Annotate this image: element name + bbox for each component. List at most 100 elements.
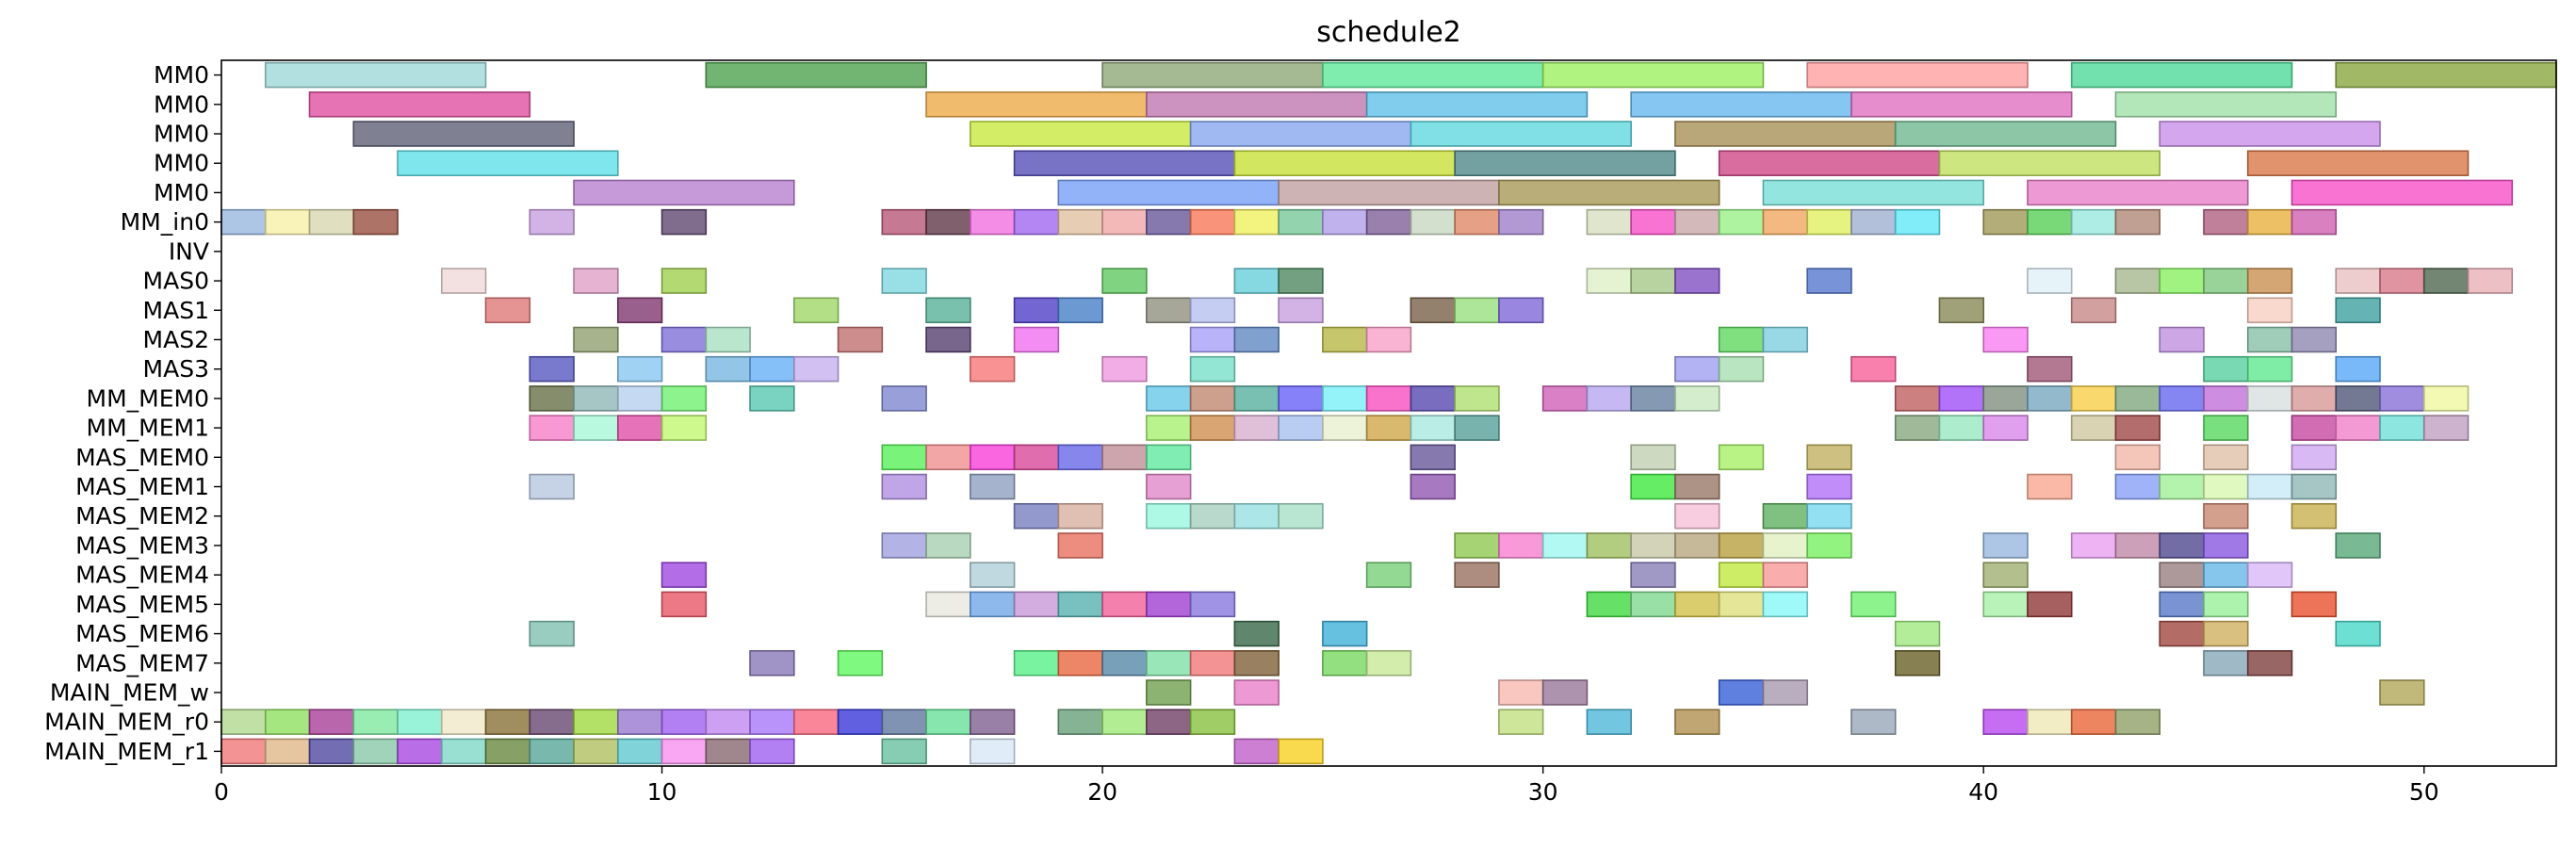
task-bar bbox=[2246, 268, 2293, 294]
task-bar bbox=[484, 738, 531, 765]
task-bar bbox=[2070, 532, 2117, 559]
task-bar bbox=[1938, 297, 1984, 324]
task-bar bbox=[1146, 208, 1192, 236]
task-bar bbox=[749, 709, 795, 735]
task-bar bbox=[2291, 502, 2338, 530]
task-bar bbox=[881, 532, 927, 559]
task-bar bbox=[2246, 473, 2293, 500]
task-bar bbox=[2379, 385, 2425, 412]
task-bar bbox=[970, 562, 1016, 588]
y-tick-label: MM0 bbox=[154, 61, 209, 89]
task-bar bbox=[1365, 650, 1412, 677]
task-bar bbox=[529, 620, 575, 647]
task-bar bbox=[1057, 502, 1103, 530]
task-bar bbox=[2114, 268, 2161, 294]
task-bar bbox=[1674, 121, 1897, 147]
task-bar bbox=[1718, 562, 1765, 588]
task-bar bbox=[2203, 473, 2249, 500]
task-bar bbox=[1718, 208, 1765, 236]
task-bar bbox=[616, 415, 663, 441]
x-tick-label: 40 bbox=[1968, 778, 1998, 806]
task-bar bbox=[705, 326, 751, 353]
task-bar bbox=[1850, 709, 1897, 735]
task-bar bbox=[837, 709, 884, 735]
y-tick-label: MM0 bbox=[154, 150, 209, 177]
task-bar bbox=[1762, 679, 1808, 706]
task-bar bbox=[2159, 385, 2205, 412]
task-bar bbox=[616, 297, 663, 324]
y-tick-label: MAS_MEM1 bbox=[75, 473, 209, 500]
task-bar bbox=[1454, 385, 1500, 412]
task-bar bbox=[1410, 415, 1456, 441]
task-bar bbox=[2203, 268, 2249, 294]
task-bar bbox=[1146, 473, 1192, 500]
task-bar bbox=[1806, 208, 1852, 236]
task-bar bbox=[440, 738, 487, 765]
task-bar bbox=[1233, 650, 1280, 677]
task-bar bbox=[1498, 532, 1544, 559]
task-bar bbox=[1189, 297, 1236, 324]
task-bar bbox=[1189, 415, 1236, 441]
task-bar bbox=[1586, 208, 1632, 236]
task-bar bbox=[2203, 532, 2249, 559]
task-bar bbox=[1630, 562, 1676, 588]
task-bar bbox=[970, 355, 1016, 383]
task-bar bbox=[220, 208, 267, 236]
task-bar bbox=[1982, 385, 2029, 412]
task-bar bbox=[660, 326, 708, 353]
task-bar bbox=[2114, 385, 2161, 412]
task-bar bbox=[749, 385, 795, 412]
task-bar bbox=[793, 297, 840, 324]
task-bar bbox=[1630, 385, 1676, 412]
task-bar bbox=[970, 444, 1016, 471]
task-bar bbox=[1850, 591, 1897, 618]
task-bar bbox=[1762, 208, 1808, 236]
task-bar bbox=[573, 268, 619, 294]
task-bar bbox=[2335, 532, 2381, 559]
task-bar bbox=[2291, 385, 2338, 412]
task-bar bbox=[308, 91, 531, 118]
task-bar bbox=[1454, 297, 1500, 324]
task-bar bbox=[2114, 415, 2161, 441]
y-tick-label: MAS_MEM5 bbox=[75, 591, 209, 618]
task-bar bbox=[220, 738, 267, 765]
task-bar bbox=[660, 268, 708, 294]
task-bar bbox=[1498, 709, 1544, 735]
task-bar bbox=[2114, 91, 2338, 118]
task-bar bbox=[1674, 385, 1720, 412]
task-bar bbox=[397, 709, 443, 735]
task-bar bbox=[1454, 150, 1676, 176]
task-bar bbox=[352, 738, 399, 765]
task-bar bbox=[2291, 326, 2338, 353]
task-bar bbox=[1541, 679, 1589, 706]
task-bar bbox=[1938, 150, 2161, 176]
task-bar bbox=[2422, 385, 2470, 412]
task-bar bbox=[352, 121, 575, 147]
task-bar bbox=[1850, 355, 1897, 383]
task-bar bbox=[1674, 502, 1720, 530]
task-bar bbox=[1982, 326, 2029, 353]
task-bar bbox=[573, 709, 619, 735]
task-bar bbox=[2203, 444, 2249, 471]
task-bar bbox=[1630, 473, 1676, 500]
task-bar bbox=[2291, 179, 2514, 206]
task-bar bbox=[1146, 385, 1192, 412]
task-bar bbox=[2203, 385, 2249, 412]
task-bar bbox=[1894, 208, 1941, 236]
task-bar bbox=[1674, 709, 1720, 735]
task-bar bbox=[2027, 591, 2073, 618]
task-bar bbox=[1498, 208, 1544, 236]
task-bar bbox=[2027, 208, 2073, 236]
task-bar bbox=[1013, 150, 1236, 176]
task-bar bbox=[2335, 355, 2381, 383]
task-bar bbox=[2070, 385, 2117, 412]
task-bar bbox=[881, 709, 927, 735]
task-bar bbox=[1189, 502, 1236, 530]
task-bar bbox=[573, 415, 619, 441]
task-bar bbox=[925, 297, 971, 324]
task-bar bbox=[2335, 297, 2381, 324]
task-bar bbox=[1718, 150, 1941, 176]
task-bar bbox=[2246, 355, 2293, 383]
y-tick-label: INV bbox=[169, 237, 209, 265]
task-bar bbox=[1057, 208, 1103, 236]
